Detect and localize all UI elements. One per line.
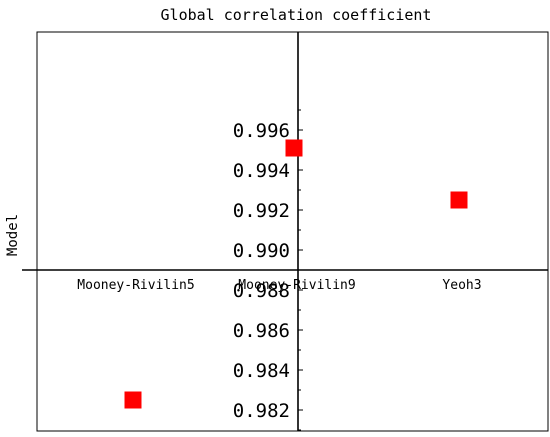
category-label: Mooney-Rivilin9 xyxy=(238,278,355,293)
data-point xyxy=(124,391,142,409)
category-labels: Mooney-Rivilin5 Mooney-Rivilin9 Yeoh3 xyxy=(77,278,481,293)
y-tick-label: 0.986 xyxy=(233,320,290,342)
y-tick-label: 0.992 xyxy=(233,200,290,222)
category-label: Yeoh3 xyxy=(442,278,481,293)
category-label: Mooney-Rivilin5 xyxy=(77,278,194,293)
y-tick-label: 0.982 xyxy=(233,400,290,422)
y-tick-label: 0.984 xyxy=(233,360,290,382)
y-tick-labels: 0.982 0.984 0.986 0.988 0.990 0.992 0.994 0.996 xyxy=(233,120,290,422)
y-tick-label: 0.996 xyxy=(233,120,290,142)
data-points xyxy=(124,139,468,409)
plot-frame xyxy=(36,31,549,432)
data-point xyxy=(285,139,303,157)
y-tick-label: 0.988 xyxy=(233,280,290,302)
y-axis-label: Model xyxy=(5,214,21,256)
axes xyxy=(22,32,548,431)
data-point xyxy=(450,191,468,209)
y-tick-label: 0.994 xyxy=(233,160,290,182)
y-tick-label: 0.990 xyxy=(233,240,290,262)
chart-title: Global correlation coefficient xyxy=(161,6,432,24)
